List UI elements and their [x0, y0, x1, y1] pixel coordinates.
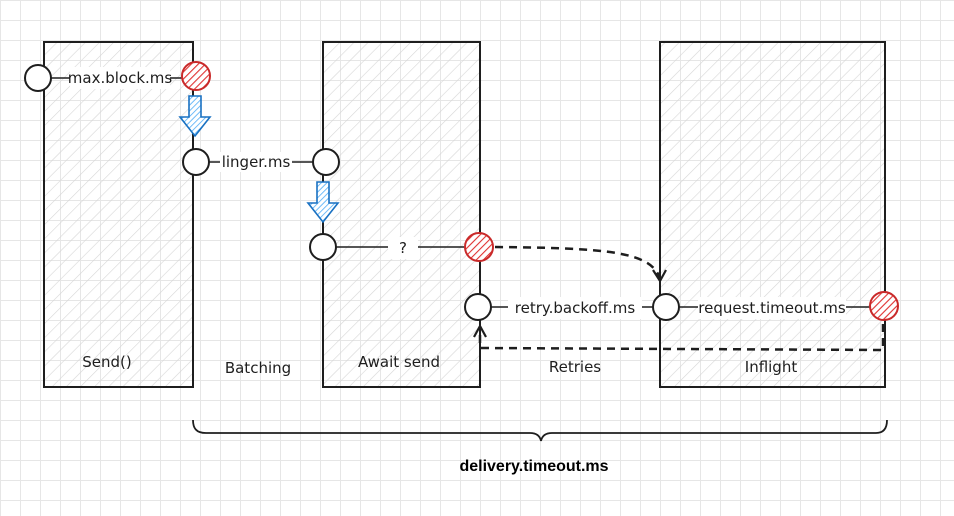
retry-backoff-label-bg: [508, 297, 642, 319]
await-send-box-label: Await send: [358, 353, 440, 371]
batching-start-node: [182, 148, 210, 176]
inflight-start-node: [652, 293, 680, 321]
unknown-label-bg: [388, 237, 418, 259]
max-block-red-node: [181, 61, 211, 91]
batching-phase-label: Batching: [225, 359, 291, 377]
blue-down-arrow-icon: [178, 95, 212, 138]
unknown-label: ?: [399, 239, 407, 257]
delivery-timeout-brace: [192, 419, 888, 442]
delivery-timeout-label: delivery.timeout.ms: [459, 458, 608, 475]
batching-end-node: [312, 148, 340, 176]
dashed-arrow-head-inflight: [652, 269, 667, 284]
max-block-label-bg: [70, 67, 170, 89]
await-start-node: [309, 233, 337, 261]
request-timeout-red-node: [869, 291, 899, 321]
retry-start-node: [464, 293, 492, 321]
await-red-node: [464, 232, 494, 262]
retry-loop-arrow-head: [473, 323, 487, 338]
dashed-arrow-to-inflight: [494, 245, 662, 279]
request-timeout-label-bg: [698, 297, 846, 319]
inflight-box-label: Inflight: [745, 358, 798, 376]
send-box: [43, 41, 194, 388]
retries-phase-label: Retries: [549, 358, 601, 376]
max-block-label: max.block.ms: [68, 69, 173, 87]
send-entry-node: [24, 64, 52, 92]
inflight-box: [659, 41, 886, 388]
linger-label: linger.ms: [222, 153, 291, 171]
await-send-box: [322, 41, 481, 388]
blue-down-arrow-icon: [306, 181, 340, 224]
request-timeout-label: request.timeout.ms: [698, 299, 846, 317]
send-box-label: Send(): [82, 353, 131, 371]
retry-backoff-label: retry.backoff.ms: [515, 299, 636, 317]
dashed-retry-loop: [478, 324, 885, 352]
linger-label-bg: [220, 152, 292, 172]
